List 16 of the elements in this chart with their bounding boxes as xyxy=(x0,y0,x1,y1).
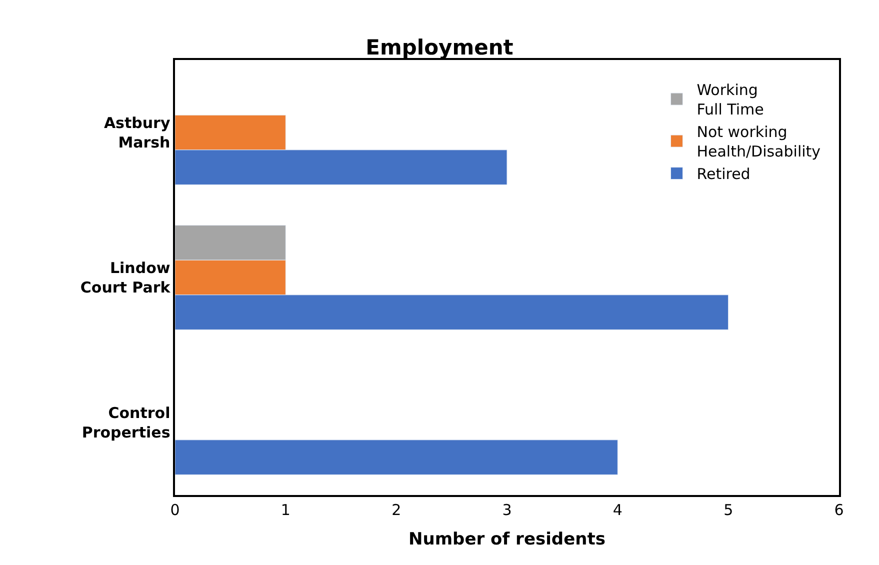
chart-title: Employment xyxy=(366,35,514,60)
y-tick-label: Control Properties xyxy=(82,404,170,442)
x-tick-label: 1 xyxy=(280,500,290,519)
x-tick-label: 5 xyxy=(724,500,734,519)
x-tick-label: 2 xyxy=(392,500,402,519)
x-axis-title: Number of residents xyxy=(408,530,606,550)
x-tick-label: 0 xyxy=(170,500,180,519)
legend-label: Retired xyxy=(696,165,750,184)
legend-label: Not working Health/Disability xyxy=(696,123,821,161)
x-tick-label: 6 xyxy=(834,500,844,519)
x-tick-label: 4 xyxy=(612,500,622,519)
legend-label: Working Full Time xyxy=(696,81,764,119)
x-tick-label: 3 xyxy=(502,500,512,519)
bar xyxy=(175,440,618,475)
y-tick-label: Astbury Marsh xyxy=(104,114,170,152)
y-tick-label: Lindow Court Park xyxy=(80,259,172,296)
